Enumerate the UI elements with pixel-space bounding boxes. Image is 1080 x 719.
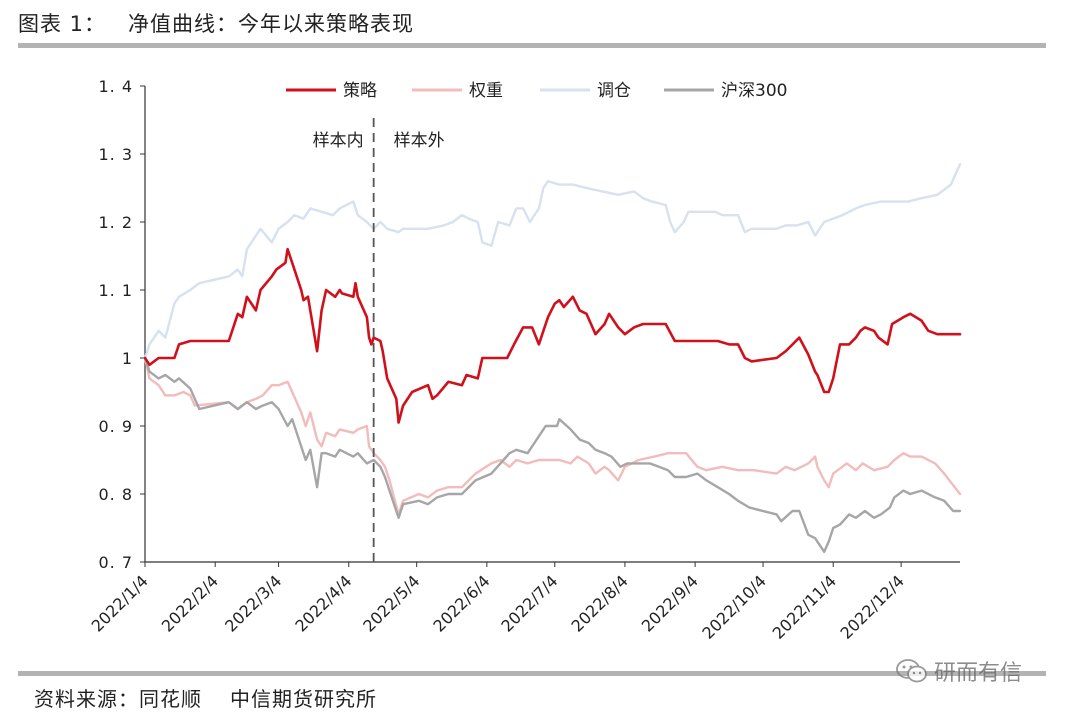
x-tick-label: 2022/7/4 [497,571,561,635]
x-tick-label: 2022/9/4 [638,571,702,635]
series-line-2 [143,356,962,516]
y-tick-label: 1. 4 [98,77,133,96]
y-tick-label: 0. 9 [98,417,133,436]
x-tick-label: 2022/10/4 [698,571,769,642]
x-tick-label: 2022/1/4 [88,571,152,635]
x-tick-label: 2022/11/4 [769,571,840,642]
source-label: 资料来源：同花顺 [34,687,202,711]
legend-label-3: 调仓 [597,81,631,101]
x-tick-label: 2022/2/4 [158,571,222,635]
watermark: 研而有信 [896,655,1022,687]
figure-title: 图表 1： 净值曲线：今年以来策略表现 [18,8,414,38]
series-layer [143,163,962,553]
legend-label-4: 沪深300 [721,81,787,101]
series-line-1 [143,247,962,424]
figure-title-text: 净值曲线：今年以来策略表现 [128,12,415,36]
series-line-4 [143,356,962,553]
series-line-3 [143,163,962,360]
out-sample-label: 样本外 [394,131,445,151]
y-tick-label: 0. 7 [98,553,133,572]
y-tick-label: 1 [122,349,133,368]
header-rule [18,43,1046,48]
x-tick-label: 2022/8/4 [568,571,632,635]
y-tick-label: 1. 3 [98,145,133,164]
watermark-text: 研而有信 [934,661,1023,686]
x-tick-label: 2022/6/4 [429,571,493,635]
x-tick-label: 2022/12/4 [837,571,908,642]
footer-rule [18,671,1046,676]
source-org: 中信期货研究所 [230,687,377,711]
chart-legend: 策略 权重 调仓 沪深300 [286,81,787,101]
source-note: 资料来源：同花顺 中信期货研究所 [34,683,377,712]
wechat-icon [896,659,927,683]
legend-label-1: 策略 [343,81,377,101]
sample-split: 样本内 样本外 [313,118,445,562]
legend-label-2: 权重 [469,81,503,101]
figure-label: 图表 1： [18,12,107,36]
y-tick-label: 1. 2 [98,213,133,232]
x-tick-label: 2022/5/4 [359,571,423,635]
y-tick-label: 1. 1 [98,281,133,300]
x-tick-label: 2022/4/4 [291,571,355,635]
in-sample-label: 样本内 [313,131,364,151]
x-tick-label: 2022/3/4 [221,571,285,635]
y-tick-label: 0. 8 [98,485,133,504]
